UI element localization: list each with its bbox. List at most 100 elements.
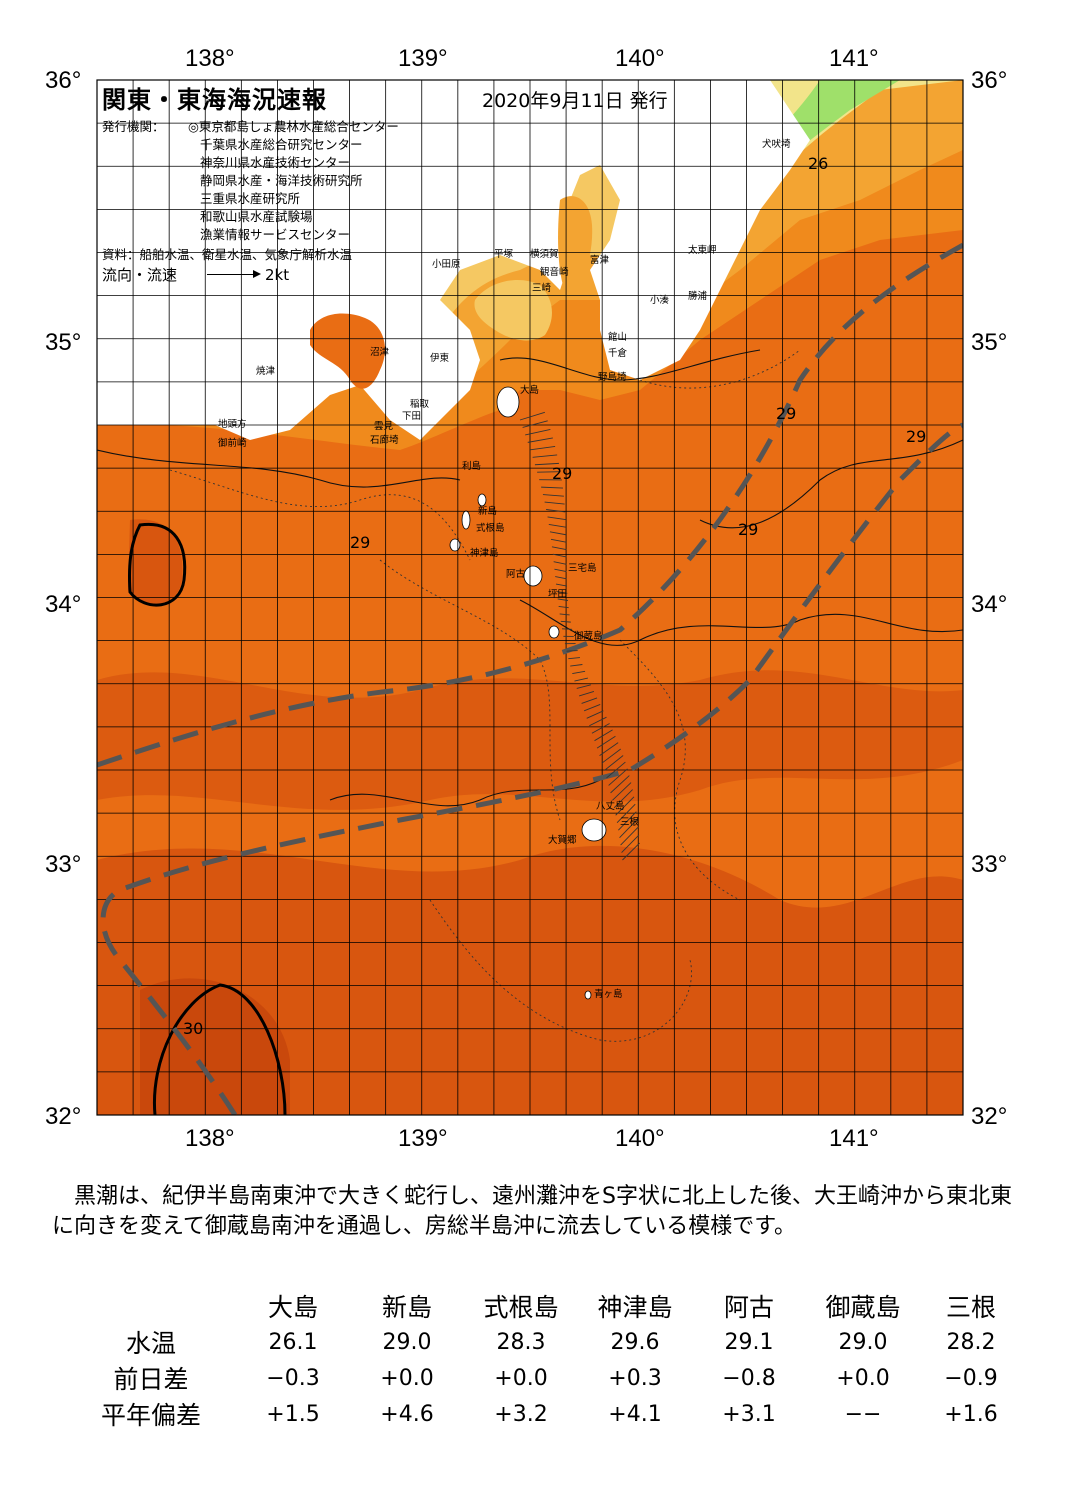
place-name: 三崎 (532, 283, 552, 294)
station-header: 大島 (267, 1293, 318, 1322)
place-name: 御蔵島 (574, 631, 603, 642)
flow-vector (566, 650, 578, 652)
place-name: 沼津 (370, 347, 390, 358)
table-cell: 29.0 (382, 1329, 432, 1355)
flow-vector (601, 748, 621, 764)
flow-vector (525, 428, 551, 436)
isotherm-label: 29 (906, 427, 927, 446)
place-name: 神津島 (470, 548, 499, 559)
table-cell: +0.0 (836, 1365, 890, 1391)
map-frame (96, 79, 964, 1116)
flow-vector (619, 819, 638, 838)
lon-label-bottom-138: 138° (185, 1125, 235, 1152)
flow-vector (541, 486, 563, 489)
place-name: 青ヶ島 (594, 989, 623, 1000)
flow-vector (519, 411, 545, 421)
island-mikurajima (548, 625, 560, 639)
flow-vector (622, 842, 640, 861)
table-header-row: 大島 新島 式根島 神津島 阿古 御蔵島 三根 (66, 1288, 1022, 1324)
place-name: 館山 (608, 332, 628, 343)
flow-vector (599, 742, 619, 756)
isotherm-label: 29 (776, 404, 797, 423)
row-label: 平年偏差 (100, 1401, 201, 1430)
place-name: 式根島 (476, 523, 505, 534)
isotherm-label: 30 (183, 1019, 204, 1038)
place-name: 平塚 (494, 249, 514, 260)
flow-vector (604, 755, 624, 771)
table-cell: +1.5 (266, 1401, 320, 1427)
row-label: 水温 (125, 1329, 176, 1358)
observation-table: 大島 新島 式根島 神津島 阿古 御蔵島 三根 水温 26.1 29.0 28.… (66, 1288, 1022, 1432)
issuer-item: 千葉県水産総合研究センター (200, 137, 363, 152)
table-cell: −0.9 (944, 1365, 998, 1391)
issue-date: 2020年9月11日 発行 (482, 90, 668, 112)
flow-vector (621, 834, 640, 853)
flow-vector (586, 710, 604, 719)
flow-legend-label: 流向・流速 (102, 266, 178, 284)
flow-vector (555, 576, 567, 580)
kuroshio-path-north (97, 242, 963, 768)
place-name: 大賀郷 (548, 835, 577, 846)
tokyo-bay (558, 196, 593, 300)
flow-vector (547, 516, 566, 521)
table-cell: +3.2 (494, 1401, 548, 1427)
flow-legend: 流向・流速 2kt (102, 264, 289, 285)
table-cell: −0.3 (266, 1365, 320, 1391)
island-kozushima (449, 538, 461, 552)
lat-label-right-35: 35° (971, 329, 1007, 356)
lon-label-top-138: 138° (185, 45, 235, 72)
flow-vector (542, 494, 564, 497)
arrow-icon (207, 270, 262, 278)
isotherm-label: 26 (808, 154, 829, 173)
table-cell: 26.1 (268, 1329, 318, 1355)
place-name: 野島埼 (598, 372, 627, 383)
place-name: 千倉 (608, 348, 628, 359)
lon-label-bottom-140: 140° (615, 1125, 665, 1152)
station-header: 阿古 (723, 1293, 774, 1322)
island-toshima (477, 493, 487, 507)
table-cell: 29.6 (610, 1329, 660, 1355)
flow-vector (549, 531, 567, 536)
table-cell: +3.1 (722, 1401, 776, 1427)
flow-vector (556, 591, 568, 594)
station-header: 御蔵島 (825, 1293, 901, 1322)
flow-vector (522, 420, 548, 428)
flow-vector (583, 703, 601, 712)
flow-vector (618, 811, 637, 831)
place-name: 八丈島 (596, 801, 625, 812)
flow-vector (594, 729, 613, 742)
flow-vector (530, 446, 556, 451)
place-name: 御前崎 (218, 438, 247, 449)
flow-legend-scale: 2kt (265, 265, 290, 284)
suruga-bay (310, 313, 385, 389)
place-name: 大島 (520, 385, 540, 396)
place-name: 横須賀 (530, 249, 559, 260)
flow-vector (548, 523, 566, 528)
flow-vector (620, 826, 639, 846)
coldest-band (730, 80, 900, 210)
table-cell: −− (844, 1401, 882, 1427)
flow-vector (616, 803, 636, 824)
kuroshio-path-south (100, 422, 963, 1115)
flow-vector (557, 598, 568, 601)
place-name: 稲取 (410, 399, 430, 410)
lat-label-left-34: 34° (45, 591, 81, 618)
flow-vector (553, 561, 567, 565)
row-label: 前日差 (113, 1365, 189, 1394)
axis-labels: 138° 139° 140° 141° 138° 139° 140° 141° … (45, 45, 1007, 1152)
warm-core-30 (140, 978, 290, 1115)
flow-vector (606, 761, 626, 779)
flow-vector (546, 509, 566, 513)
flow-vector (579, 690, 595, 697)
issuer-label: 発行機関： (102, 119, 165, 134)
table-cell: +4.6 (380, 1401, 434, 1427)
table-row: 平年偏差 +1.5 +4.6 +3.2 +4.1 +3.1 −− +1.6 (66, 1396, 1022, 1432)
flow-vector (589, 716, 607, 727)
table-cell: +0.0 (380, 1365, 434, 1391)
flow-vector (534, 462, 559, 466)
isotherm-label: 29 (738, 520, 759, 539)
flow-vector (608, 768, 628, 786)
table-row: 前日差 −0.3 +0.0 +0.0 +0.3 −0.8 +0.0 −0.9 (66, 1360, 1022, 1396)
flow-vector (554, 568, 567, 572)
station-header: 神津島 (597, 1293, 673, 1322)
